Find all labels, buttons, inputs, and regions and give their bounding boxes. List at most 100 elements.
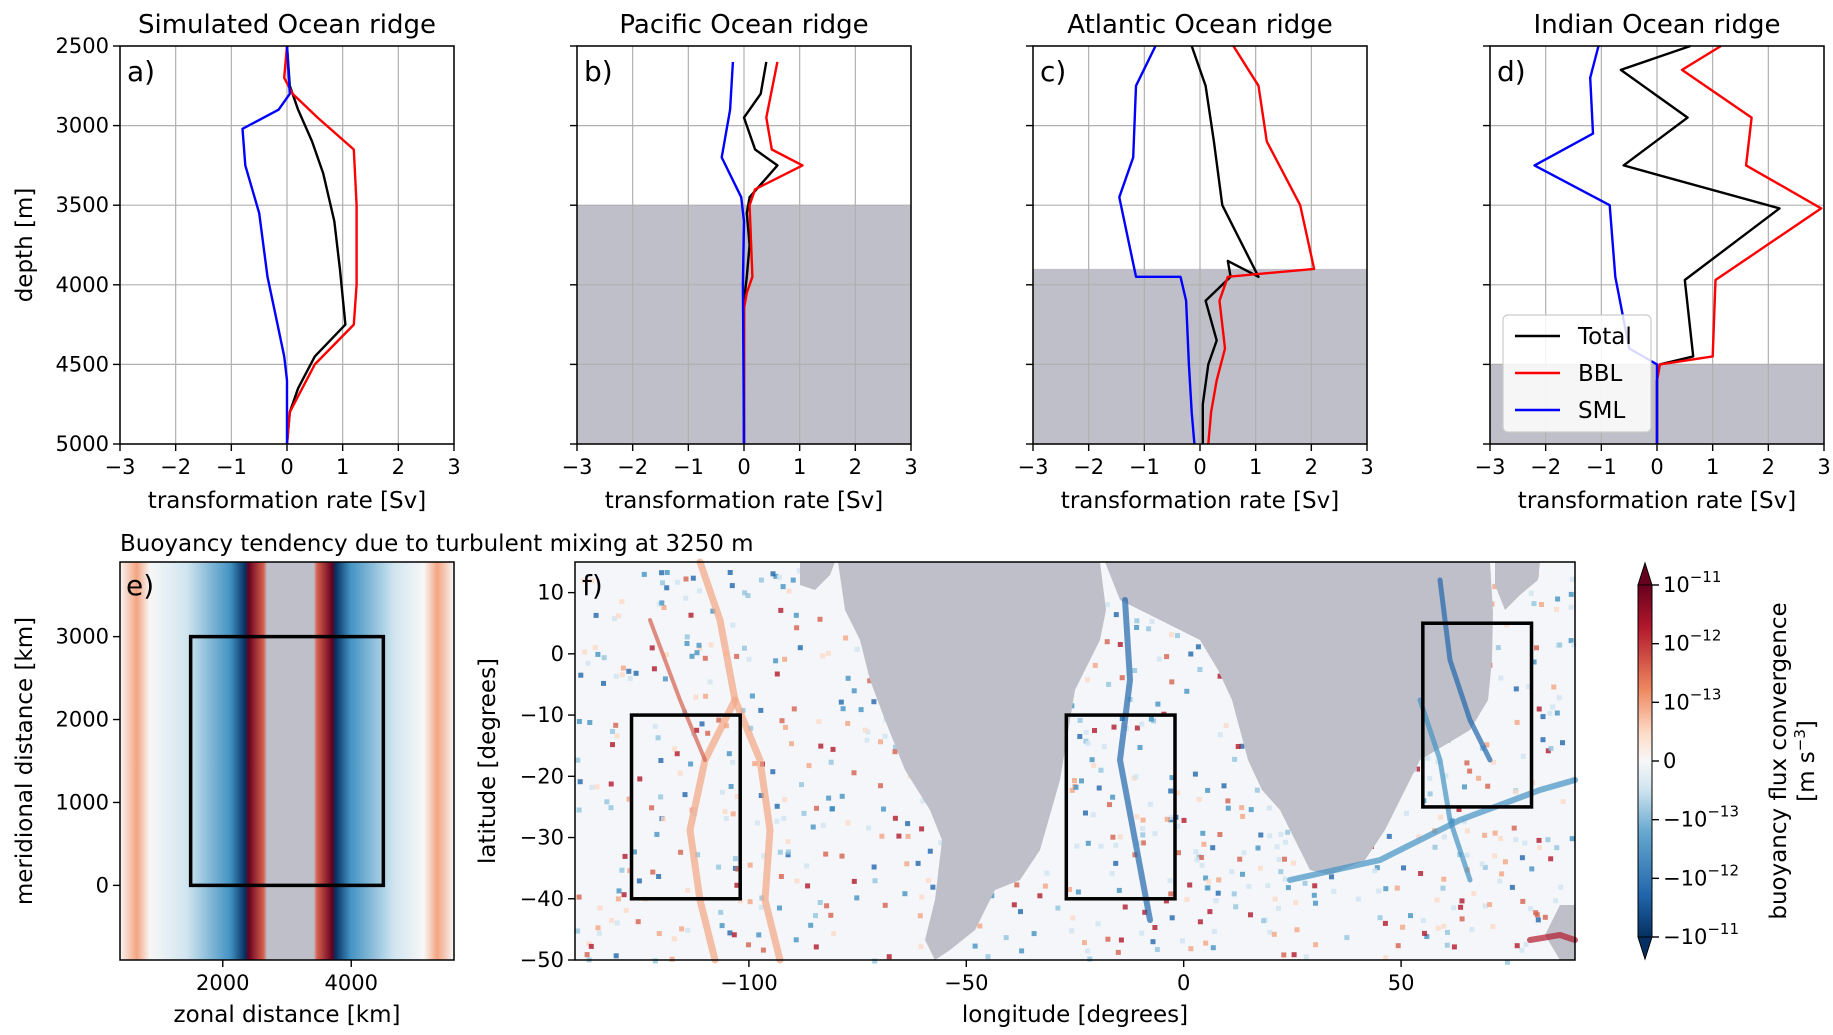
texture-cell [685,927,691,933]
texture-cell [892,815,898,821]
texture-cell [925,877,931,883]
texture-cell [664,585,670,591]
ridge-band [731,696,784,964]
texture-cell [1148,716,1154,722]
x-tick-label: 1 [1249,455,1262,479]
texture-cell [1092,662,1098,668]
texture-cell [664,570,670,575]
texture-cell [1265,883,1271,888]
panel-label: b) [584,55,613,88]
texture-cell [1533,910,1539,916]
texture-cell [1520,898,1526,904]
texture-cell [613,673,619,679]
texture-cell [814,805,819,811]
texture-cell [1113,612,1119,618]
texture-cell [738,898,743,904]
texture-cell [785,852,791,858]
x-tick-label: 3 [1360,455,1373,479]
texture-cell [1217,732,1223,738]
texture-cell [1113,860,1119,866]
axes-frame [1489,45,1825,445]
texture-cell [719,789,725,795]
texture-cell [1545,837,1551,843]
x-tick-label: −1 [216,455,247,479]
texture-cell [1147,801,1153,807]
texture-cell [1441,876,1447,882]
texture-cell [878,739,883,745]
texture-cell [659,600,665,606]
x-axis-label: transformation rate [Sv] [1061,488,1339,514]
y-tick-label: 2500 [56,34,109,58]
colorbar-tick-label: −10−12 [1663,861,1739,890]
texture-cell [1070,915,1076,921]
texture-cell [1550,704,1556,710]
panel-e-ylabel: meridional distance [km] [12,617,38,905]
texture-cell [1197,919,1203,925]
x-tick-label: 1 [1706,455,1719,479]
texture-cell [683,595,689,601]
texture-cell [731,932,737,938]
texture-cell [810,824,816,830]
texture-cell [654,831,660,837]
series-line-total [285,45,347,445]
texture-cell [1095,921,1101,927]
texture-cell [693,694,699,700]
texture-cell [694,650,700,656]
texture-cell [684,634,690,640]
texture-cell [1432,844,1438,850]
texture-cell [1443,773,1449,779]
panel-e-field [120,562,454,960]
y-tick-label: −10 [520,703,564,727]
texture-cell [582,649,588,655]
texture-cell [1116,887,1122,893]
texture-cell [1072,778,1077,783]
texture-cell [664,652,670,658]
texture-cell [1085,948,1091,954]
texture-cell [1140,840,1146,846]
x-axis-label: transformation rate [Sv] [1518,488,1796,514]
texture-cell [1425,755,1431,761]
texture-cell [1416,834,1422,840]
texture-cell [669,956,675,962]
texture-cell [1558,884,1564,890]
texture-cell [830,746,836,752]
texture-cell [1311,892,1317,898]
texture-cell [656,874,662,879]
colorbar-tick-exponent: −11 [1690,568,1722,586]
texture-cell [1499,871,1505,877]
texture-cell [622,853,628,859]
texture-cell [1276,856,1282,862]
texture-cell [1487,902,1493,908]
texture-cell [1152,831,1158,837]
texture-cell [1082,940,1087,946]
ridge-band [1287,777,1578,883]
texture-cell [813,913,818,919]
texture-cell [1401,865,1406,871]
texture-cell [1554,606,1560,612]
texture-cell [1418,871,1424,876]
texture-cell [854,895,860,901]
texture-cell [773,573,779,579]
texture-cell [1003,935,1009,941]
texture-cell [671,936,677,942]
texture-cell [1109,871,1115,877]
texture-cell [577,779,583,785]
texture-cell [613,953,619,959]
texture-cell [688,761,694,767]
x-tick-label: −2 [617,455,648,479]
texture-cell [1513,789,1519,795]
y-tick-label: 3000 [56,114,109,138]
ridge-band [1116,597,1153,923]
panel-f-frame [574,561,1576,961]
x-tick-label: 0 [280,455,293,479]
texture-cell [1240,813,1246,819]
texture-cell [735,866,741,872]
texture-cell [1055,905,1061,911]
texture-cell [1498,675,1504,681]
texture-cell [1122,904,1128,910]
axes-frame [119,45,455,445]
colorbar-tick-label: 0 [1663,749,1676,773]
texture-cell [778,874,784,879]
texture-cell [752,761,758,767]
